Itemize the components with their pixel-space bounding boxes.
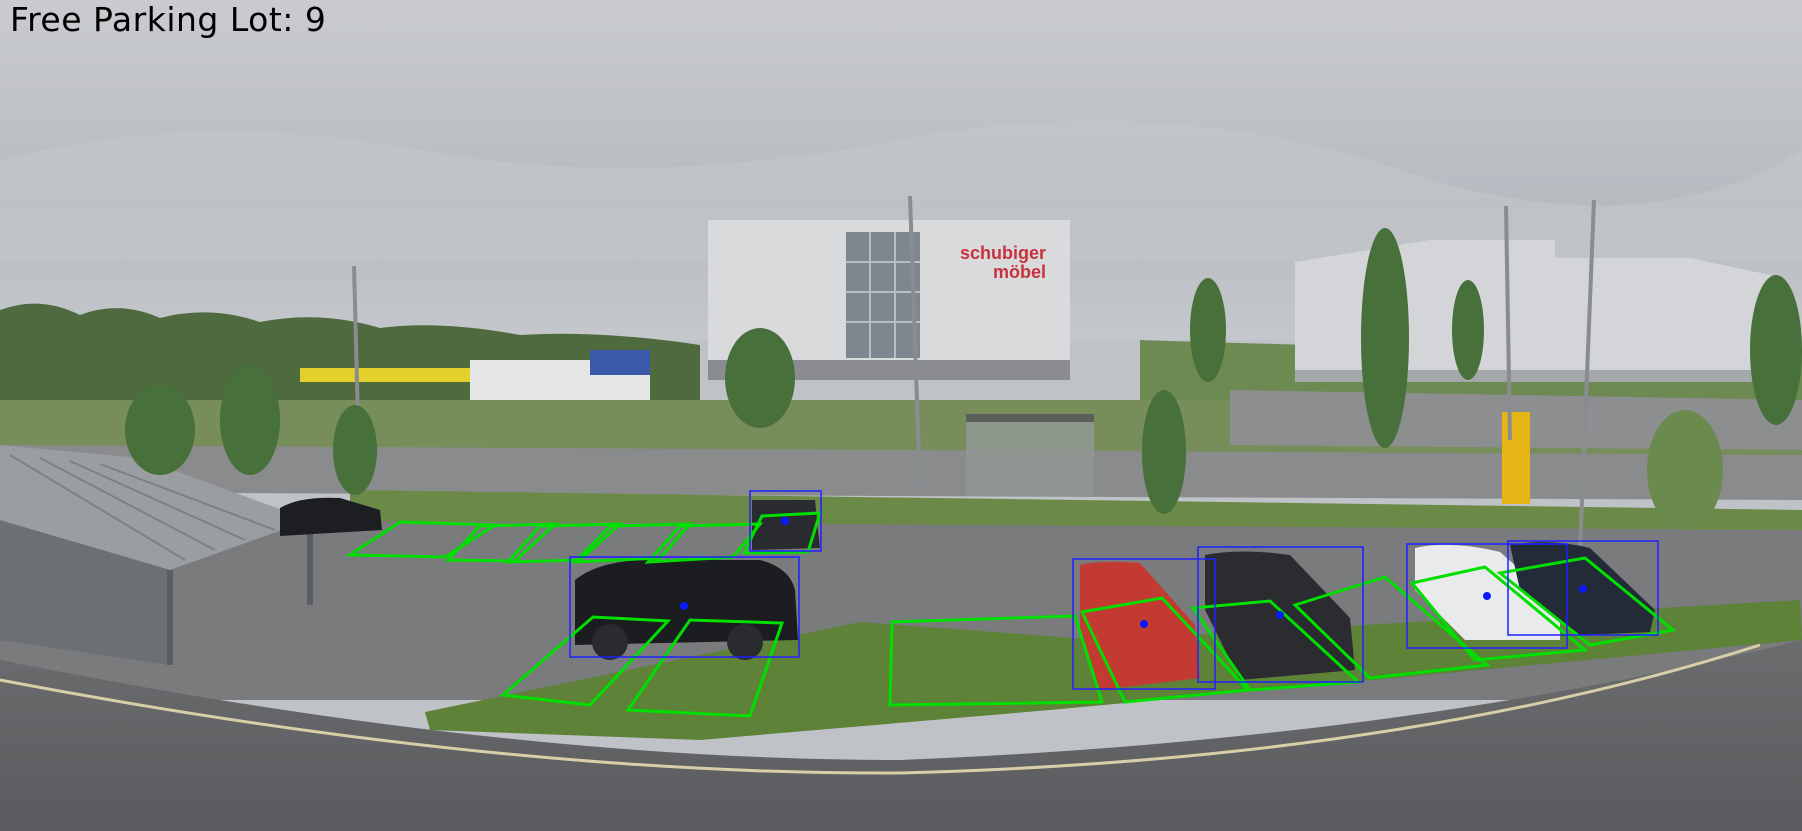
parking-slot <box>1496 556 1677 647</box>
parking-slot <box>625 618 785 718</box>
parking-slot <box>571 522 694 564</box>
parking-slot <box>888 614 1105 707</box>
detection-box <box>569 556 800 658</box>
detection-box <box>1507 540 1659 636</box>
car-left-black <box>280 497 382 536</box>
detection-center-dot <box>1276 611 1284 619</box>
detection-centers <box>680 517 1587 628</box>
detection-box <box>1197 546 1364 683</box>
detection-center-dot <box>1483 592 1491 600</box>
parking-slot <box>1079 596 1252 704</box>
detection-center-dot <box>1140 620 1148 628</box>
parking-slot <box>1409 565 1589 662</box>
far-road <box>0 445 1802 500</box>
detection-box <box>1406 543 1568 649</box>
detection-box <box>1072 558 1216 690</box>
detection-center-dot <box>680 602 688 610</box>
detection-box <box>749 490 822 552</box>
bus-shelter <box>966 414 1094 496</box>
parking-slot <box>644 522 764 564</box>
warehouse-building <box>1295 240 1780 382</box>
parking-slot <box>1292 575 1491 680</box>
detection-center-dot <box>781 517 789 525</box>
trees <box>125 228 1802 530</box>
parking-slot-outlines <box>345 511 1677 718</box>
cloud <box>0 120 1802 260</box>
carport <box>0 445 313 665</box>
free-parking-count-label: Free Parking Lot: 9 <box>10 0 327 39</box>
parking-slot <box>741 511 823 555</box>
detection-center-dot <box>1579 585 1587 593</box>
parking-slot <box>499 615 672 707</box>
car-red <box>1080 561 1200 690</box>
building-sign-line2: möbel <box>993 262 1046 282</box>
main-road <box>0 640 1802 831</box>
yellow-sign-pole <box>1502 412 1530 504</box>
building-sign-line1: schubiger <box>960 243 1046 263</box>
vehicle-detections <box>569 490 1659 690</box>
street-lamps <box>352 195 1596 601</box>
parking-slot <box>444 522 559 563</box>
car-dark-suv <box>575 560 798 660</box>
parking-slot <box>504 522 625 564</box>
road-marking <box>0 643 1761 775</box>
